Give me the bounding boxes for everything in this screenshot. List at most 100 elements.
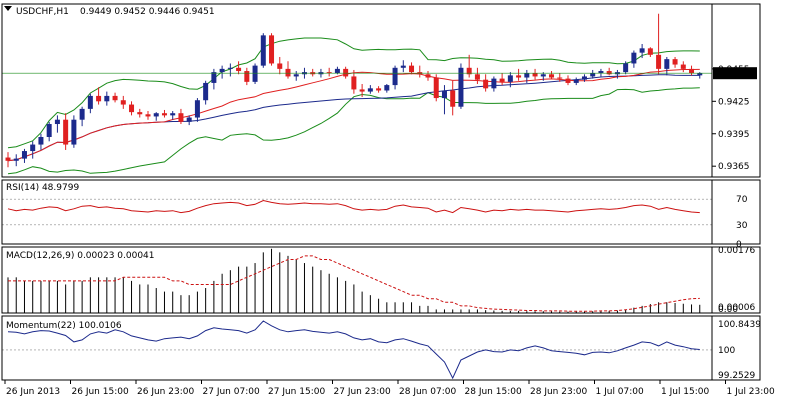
candle-body — [565, 78, 571, 83]
x-tick-label: 28 Jun 15:00 — [465, 387, 522, 397]
momentum-ytick-label: 100 — [718, 346, 735, 356]
main-ytick-label: 0.9395 — [718, 130, 750, 140]
rsi-ytick-label: 0 — [736, 240, 742, 250]
candle-body — [186, 117, 192, 122]
candle-body — [400, 65, 406, 68]
rsi-title: RSI(14) 48.9799 — [6, 183, 79, 193]
candle-body — [46, 124, 52, 137]
candle-body — [260, 35, 266, 66]
candle-body — [38, 136, 44, 145]
candle-body — [466, 67, 472, 75]
x-tick-label: 27 Jun 15:00 — [268, 387, 325, 397]
x-tick-label: 26 Jun 15:00 — [72, 387, 129, 397]
candle-body — [71, 119, 77, 145]
macd-pane-frame — [1, 246, 761, 314]
x-tick-label: 1 Jul 07:00 — [596, 387, 645, 397]
candle-body — [384, 85, 390, 91]
rsi-ytick-label: 30 — [736, 221, 748, 231]
candle-body — [120, 100, 126, 105]
candle-body — [236, 67, 242, 72]
candle-body — [367, 88, 373, 92]
macd-ytick-label: 0.00 — [718, 305, 738, 315]
candle-body — [334, 68, 340, 74]
main-ytick-label: 0.9365 — [718, 162, 750, 172]
candle-body — [293, 74, 299, 77]
main-pane-frame — [1, 3, 761, 178]
candle-body — [351, 76, 357, 90]
candle-body — [129, 104, 135, 113]
candle-body — [581, 76, 587, 80]
candle-body — [219, 68, 225, 73]
candle-body — [244, 71, 250, 82]
candle-body — [680, 64, 686, 69]
x-tick-label: 28 Jun 07:00 — [399, 387, 456, 397]
candle-body — [540, 74, 546, 77]
candle-body — [343, 68, 349, 77]
candle-body — [203, 82, 209, 101]
candle-body — [359, 89, 365, 92]
candle-body — [639, 48, 645, 53]
candle-body — [623, 63, 629, 73]
candle-body — [409, 65, 415, 73]
candle-body — [573, 79, 579, 83]
candle-body — [104, 95, 110, 102]
candle-body — [178, 113, 184, 122]
macd-ytick-label: 0.00176 — [718, 246, 755, 256]
candle-body — [194, 100, 200, 118]
ohlc-values: 0.9449 0.9452 0.9446 0.9451 — [80, 7, 215, 17]
candle-body — [211, 72, 217, 83]
candle-body — [606, 71, 612, 75]
candle-body — [87, 95, 93, 109]
candle-body — [474, 74, 480, 80]
rsi-pane-frame — [1, 179, 761, 245]
candle-body — [392, 67, 398, 86]
momentum-ytick-label: 99.2529 — [718, 371, 755, 381]
candle-body — [277, 63, 283, 69]
bollinger-upper-line — [7, 37, 700, 149]
main-ytick-label: 0.9455 — [718, 65, 750, 75]
candle-body — [483, 79, 489, 89]
candle-body — [145, 114, 151, 117]
x-tick-label: 28 Jun 23:00 — [530, 387, 587, 397]
candle-body — [13, 158, 19, 161]
candle-body — [137, 112, 143, 115]
main-ytick-label: 0.9425 — [718, 97, 750, 107]
candle-body — [532, 73, 538, 77]
candle-body — [170, 113, 176, 116]
macd-ytick-label: 0.00006 — [718, 303, 755, 313]
momentum-title: Momentum(22) 100.0106 — [6, 321, 122, 331]
candle-body — [598, 71, 604, 74]
candle-body — [30, 144, 36, 152]
candle-body — [252, 65, 258, 82]
candle-body — [112, 95, 118, 101]
candle-body — [326, 72, 332, 74]
candle-body — [450, 90, 456, 107]
macd-signal-line — [8, 255, 700, 312]
macd-title: MACD(12,26,9) 0.00023 0.00041 — [6, 251, 155, 261]
candle-body — [656, 54, 662, 69]
x-tick-label: 1 Jul 23:00 — [727, 387, 776, 397]
candle-body — [557, 77, 563, 79]
x-tick-label: 1 Jul 15:00 — [661, 387, 710, 397]
main-price-pane: 0.9451 — [2, 13, 757, 175]
macd-pane — [7, 248, 701, 313]
candle-body — [153, 113, 159, 117]
rsi-ytick-label: 70 — [736, 195, 748, 205]
candle-body — [647, 48, 653, 55]
rsi-line — [7, 199, 700, 214]
axes-layer: 0.9455 0.9425 0.9395 0.9365 26 Jun 2013 26 Ju… — [1, 3, 776, 397]
candle-body — [516, 75, 522, 78]
candle-body — [54, 119, 60, 125]
candle-body — [672, 59, 678, 65]
candle-body — [458, 67, 464, 107]
candle-body — [664, 59, 670, 69]
rsi-pane — [2, 198, 712, 226]
candle-body — [697, 73, 703, 76]
candle-body — [376, 88, 382, 91]
candle-body — [425, 74, 431, 78]
chart-header: USDCHF,H1 0.9449 0.9452 0.9446 0.9451 — [4, 6, 215, 17]
candle-body — [269, 35, 275, 64]
triangle-down-icon — [4, 6, 12, 11]
candle-body — [507, 75, 513, 82]
